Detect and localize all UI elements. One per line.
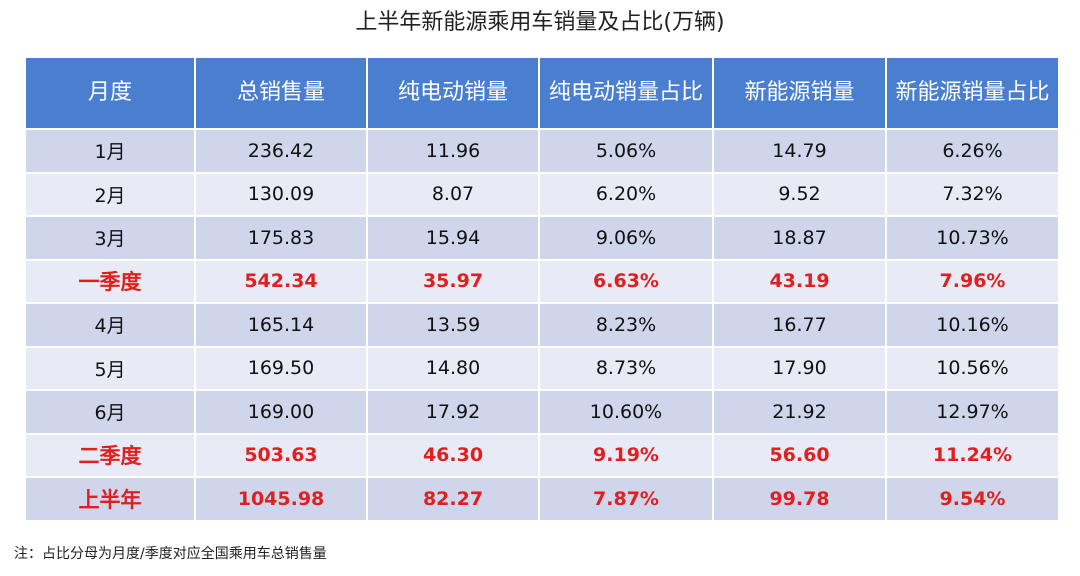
table-row: 2月 130.09 8.07 6.20% 9.52 7.32% xyxy=(24,171,1060,217)
nev-sales-cell: 99.78 xyxy=(712,476,887,522)
nev-sales-cell: 9.52 xyxy=(712,171,887,217)
nev-sales-cell: 18.87 xyxy=(712,215,887,261)
row-label: 6月 xyxy=(24,389,196,435)
bev-share-cell: 8.73% xyxy=(538,345,714,391)
bev-sales-cell: 15.94 xyxy=(366,215,540,261)
total-sales-cell: 165.14 xyxy=(194,302,368,348)
bev-share-cell: 6.63% xyxy=(538,258,714,304)
bev-share-cell: 6.20% xyxy=(538,171,714,217)
nev-sales-cell: 21.92 xyxy=(712,389,887,435)
bev-sales-cell: 8.07 xyxy=(366,171,540,217)
table-row: 3月 175.83 15.94 9.06% 18.87 10.73% xyxy=(24,215,1060,261)
table-title: 上半年新能源乘用车销量及占比(万辆) xyxy=(355,10,725,35)
table-row: 4月 165.14 13.59 8.23% 16.77 10.16% xyxy=(24,302,1060,348)
summary-row-q2: 二季度 503.63 46.30 9.19% 56.60 11.24% xyxy=(24,432,1060,478)
row-label: 二季度 xyxy=(24,432,196,478)
bev-share-cell: 5.06% xyxy=(538,128,714,174)
row-label: 上半年 xyxy=(24,476,196,522)
header-nev-sales: 新能源销量 xyxy=(712,56,887,130)
nev-share-cell: 6.26% xyxy=(885,128,1060,174)
row-label: 2月 xyxy=(24,171,196,217)
bev-sales-cell: 35.97 xyxy=(366,258,540,304)
total-sales-cell: 169.00 xyxy=(194,389,368,435)
summary-row-q1: 一季度 542.34 35.97 6.63% 43.19 7.96% xyxy=(24,258,1060,304)
sales-table: 月度 总销售量 纯电动销量 纯电动销量占比 新能源销量 新能源销量占比 1月 2… xyxy=(24,56,1060,522)
header-month: 月度 xyxy=(24,56,196,130)
bev-share-cell: 10.60% xyxy=(538,389,714,435)
bev-sales-cell: 14.80 xyxy=(366,345,540,391)
nev-share-cell: 9.54% xyxy=(885,476,1060,522)
bev-sales-cell: 46.30 xyxy=(366,432,540,478)
nev-share-cell: 10.56% xyxy=(885,345,1060,391)
header-total-sales: 总销售量 xyxy=(194,56,368,130)
header-bev-share: 纯电动销量占比 xyxy=(538,56,714,130)
header-nev-share: 新能源销量占比 xyxy=(885,56,1060,130)
table-row: 6月 169.00 17.92 10.60% 21.92 12.97% xyxy=(24,389,1060,435)
footnote: 注：占比分母为月度/季度对应全国乘用车总销售量 xyxy=(14,546,327,562)
bev-sales-cell: 82.27 xyxy=(366,476,540,522)
bev-share-cell: 9.06% xyxy=(538,215,714,261)
nev-share-cell: 7.96% xyxy=(885,258,1060,304)
bev-share-cell: 7.87% xyxy=(538,476,714,522)
total-sales-cell: 503.63 xyxy=(194,432,368,478)
total-sales-cell: 236.42 xyxy=(194,128,368,174)
table-row: 5月 169.50 14.80 8.73% 17.90 10.56% xyxy=(24,345,1060,391)
table-row: 1月 236.42 11.96 5.06% 14.79 6.26% xyxy=(24,128,1060,174)
total-sales-cell: 130.09 xyxy=(194,171,368,217)
header-row: 月度 总销售量 纯电动销量 纯电动销量占比 新能源销量 新能源销量占比 xyxy=(24,56,1060,130)
row-label: 1月 xyxy=(24,128,196,174)
nev-share-cell: 11.24% xyxy=(885,432,1060,478)
header-bev-sales: 纯电动销量 xyxy=(366,56,540,130)
bev-sales-cell: 13.59 xyxy=(366,302,540,348)
nev-sales-cell: 56.60 xyxy=(712,432,887,478)
bev-share-cell: 9.19% xyxy=(538,432,714,478)
nev-share-cell: 7.32% xyxy=(885,171,1060,217)
bev-sales-cell: 11.96 xyxy=(366,128,540,174)
row-label: 3月 xyxy=(24,215,196,261)
total-sales-cell: 1045.98 xyxy=(194,476,368,522)
nev-share-cell: 12.97% xyxy=(885,389,1060,435)
nev-sales-cell: 16.77 xyxy=(712,302,887,348)
bev-sales-cell: 17.92 xyxy=(366,389,540,435)
nev-share-cell: 10.16% xyxy=(885,302,1060,348)
row-label: 一季度 xyxy=(24,258,196,304)
nev-sales-cell: 43.19 xyxy=(712,258,887,304)
nev-sales-cell: 17.90 xyxy=(712,345,887,391)
summary-row-h1: 上半年 1045.98 82.27 7.87% 99.78 9.54% xyxy=(24,476,1060,522)
total-sales-cell: 542.34 xyxy=(194,258,368,304)
bev-share-cell: 8.23% xyxy=(538,302,714,348)
row-label: 5月 xyxy=(24,345,196,391)
nev-sales-cell: 14.79 xyxy=(712,128,887,174)
row-label: 4月 xyxy=(24,302,196,348)
nev-share-cell: 10.73% xyxy=(885,215,1060,261)
total-sales-cell: 169.50 xyxy=(194,345,368,391)
total-sales-cell: 175.83 xyxy=(194,215,368,261)
